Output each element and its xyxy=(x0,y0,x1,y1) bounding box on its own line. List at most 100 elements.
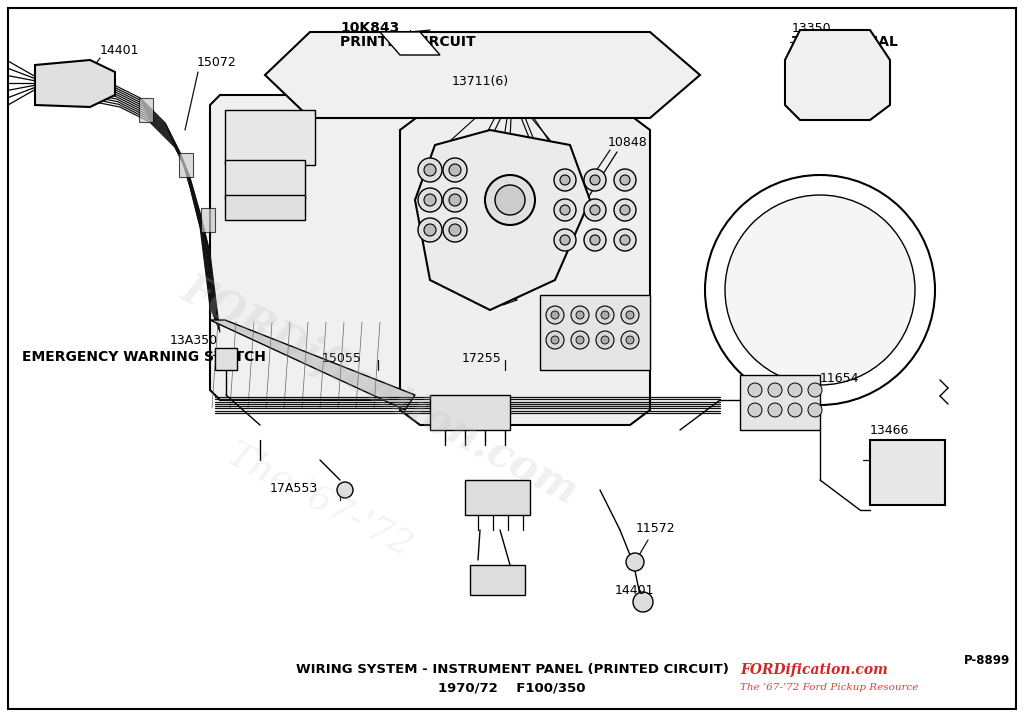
Text: EMERGENCY WARNING SWITCH: EMERGENCY WARNING SWITCH xyxy=(22,350,266,364)
Circle shape xyxy=(584,169,606,191)
Circle shape xyxy=(922,472,938,488)
Circle shape xyxy=(281,133,289,141)
FancyBboxPatch shape xyxy=(630,60,980,590)
Circle shape xyxy=(614,229,636,251)
Text: BRAKE: BRAKE xyxy=(870,439,911,452)
Text: TURN SIGNAL: TURN SIGNAL xyxy=(792,35,898,49)
Circle shape xyxy=(443,218,467,242)
Bar xyxy=(179,153,193,177)
Text: 10848: 10848 xyxy=(608,136,648,148)
Text: 17A553: 17A553 xyxy=(270,482,318,495)
Bar xyxy=(430,395,510,430)
Circle shape xyxy=(897,472,913,488)
Circle shape xyxy=(748,383,762,397)
Text: The ’67-’72 Ford Pickup Resource: The ’67-’72 Ford Pickup Resource xyxy=(740,683,919,693)
Circle shape xyxy=(554,169,575,191)
Circle shape xyxy=(872,472,888,488)
Circle shape xyxy=(237,129,253,145)
Circle shape xyxy=(788,403,802,417)
Circle shape xyxy=(418,218,442,242)
Text: P-8899: P-8899 xyxy=(964,653,1010,667)
Bar xyxy=(470,565,525,595)
Circle shape xyxy=(337,482,353,498)
Polygon shape xyxy=(400,115,650,425)
Circle shape xyxy=(424,224,436,236)
Circle shape xyxy=(449,194,461,206)
Circle shape xyxy=(808,403,822,417)
Circle shape xyxy=(725,195,915,385)
Bar xyxy=(740,375,820,430)
Circle shape xyxy=(278,129,293,145)
Text: FORDification.com: FORDification.com xyxy=(174,267,586,513)
Circle shape xyxy=(584,199,606,221)
Polygon shape xyxy=(210,320,415,410)
Circle shape xyxy=(614,169,636,191)
Circle shape xyxy=(922,447,938,463)
Circle shape xyxy=(621,331,639,349)
Circle shape xyxy=(626,311,634,319)
Bar xyxy=(201,208,215,232)
Circle shape xyxy=(571,306,589,324)
Circle shape xyxy=(424,194,436,206)
Bar xyxy=(215,348,237,370)
Text: 13466: 13466 xyxy=(870,424,909,437)
Circle shape xyxy=(257,129,273,145)
Bar xyxy=(870,440,945,505)
FancyBboxPatch shape xyxy=(153,28,982,602)
Circle shape xyxy=(424,164,436,176)
Polygon shape xyxy=(35,60,115,107)
Text: FLASHER: FLASHER xyxy=(792,48,863,62)
Circle shape xyxy=(551,311,559,319)
Circle shape xyxy=(620,235,630,245)
Polygon shape xyxy=(210,95,430,400)
Circle shape xyxy=(551,336,559,344)
Circle shape xyxy=(261,133,269,141)
Circle shape xyxy=(808,383,822,397)
Circle shape xyxy=(273,173,287,187)
Circle shape xyxy=(449,224,461,236)
Circle shape xyxy=(449,164,461,176)
Circle shape xyxy=(620,205,630,215)
Circle shape xyxy=(705,175,935,405)
Circle shape xyxy=(554,229,575,251)
Text: 1970/72    F100/350: 1970/72 F100/350 xyxy=(438,681,586,695)
Bar xyxy=(139,98,153,122)
Circle shape xyxy=(748,403,762,417)
Circle shape xyxy=(560,175,570,185)
Text: 13711(6): 13711(6) xyxy=(452,75,509,88)
Circle shape xyxy=(620,175,630,185)
Circle shape xyxy=(626,336,634,344)
Circle shape xyxy=(485,175,535,225)
Circle shape xyxy=(546,331,564,349)
Text: 17255: 17255 xyxy=(462,351,502,364)
Text: 14401: 14401 xyxy=(615,584,654,597)
Polygon shape xyxy=(785,30,890,120)
Circle shape xyxy=(253,173,267,187)
Text: 14401: 14401 xyxy=(100,44,139,57)
Circle shape xyxy=(560,235,570,245)
Circle shape xyxy=(590,175,600,185)
Text: WIRING SYSTEM - INSTRUMENT PANEL (PRINTED CIRCUIT): WIRING SYSTEM - INSTRUMENT PANEL (PRINTE… xyxy=(296,663,728,677)
Circle shape xyxy=(546,306,564,324)
Circle shape xyxy=(601,336,609,344)
Circle shape xyxy=(495,185,525,215)
Circle shape xyxy=(443,188,467,212)
Circle shape xyxy=(590,235,600,245)
Text: WARNING: WARNING xyxy=(870,453,931,467)
Circle shape xyxy=(560,205,570,215)
Circle shape xyxy=(554,199,575,221)
Polygon shape xyxy=(415,130,590,310)
Bar xyxy=(225,195,305,220)
Text: 11572: 11572 xyxy=(636,521,676,534)
Circle shape xyxy=(418,158,442,182)
Circle shape xyxy=(596,306,614,324)
Bar xyxy=(465,480,530,515)
Text: 15055: 15055 xyxy=(322,351,361,364)
Circle shape xyxy=(571,331,589,349)
Bar xyxy=(225,110,315,165)
Circle shape xyxy=(768,383,782,397)
Text: 10K843: 10K843 xyxy=(340,21,399,35)
Circle shape xyxy=(584,229,606,251)
Circle shape xyxy=(626,553,644,571)
Circle shape xyxy=(443,158,467,182)
